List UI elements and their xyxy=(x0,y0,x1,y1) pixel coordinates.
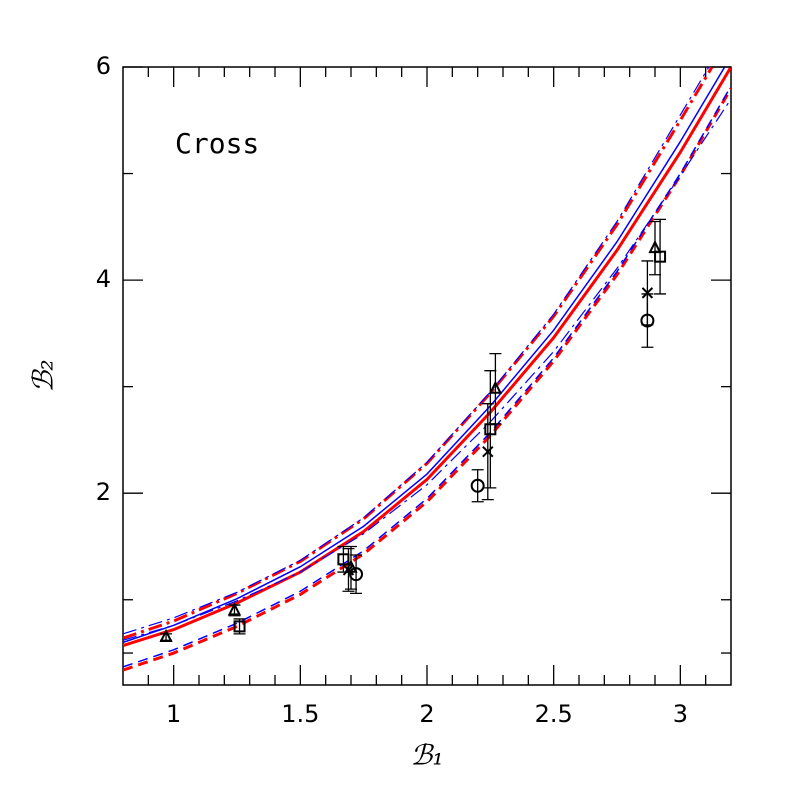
curve xyxy=(123,67,714,640)
x-tick-label: 1.5 xyxy=(281,700,319,728)
marker xyxy=(349,567,364,582)
curve xyxy=(123,85,731,668)
error-bar xyxy=(489,352,502,425)
error-bar xyxy=(654,218,667,295)
y-tick-label: 4 xyxy=(96,265,111,293)
error-bar xyxy=(350,554,363,595)
x-axis-label: ℬ₁ xyxy=(410,739,443,772)
x-tick-label: 2.5 xyxy=(535,700,573,728)
marker xyxy=(227,602,242,616)
curve xyxy=(123,67,726,644)
marker xyxy=(648,239,662,254)
y-axis-label: ℬ₂ xyxy=(27,359,60,392)
plot-area xyxy=(123,67,731,672)
marker xyxy=(482,445,494,458)
x-tick-label: 1 xyxy=(166,700,181,728)
curve xyxy=(123,67,710,635)
marker xyxy=(233,620,246,633)
error-bar xyxy=(471,469,484,503)
error-bar xyxy=(484,370,497,489)
curve xyxy=(123,87,731,672)
marker xyxy=(488,380,503,394)
x-tick-label: 2 xyxy=(419,700,434,728)
marker xyxy=(641,287,654,299)
y-tick-label: 2 xyxy=(96,478,111,506)
marker xyxy=(470,478,485,493)
curve xyxy=(123,67,731,648)
annotation: Cross xyxy=(175,127,259,160)
error-bar xyxy=(649,220,661,276)
x-tick-label: 3 xyxy=(673,700,688,728)
marker xyxy=(342,564,355,576)
curve xyxy=(123,98,731,641)
marker xyxy=(159,628,173,643)
y-tick-label: 6 xyxy=(96,52,111,80)
